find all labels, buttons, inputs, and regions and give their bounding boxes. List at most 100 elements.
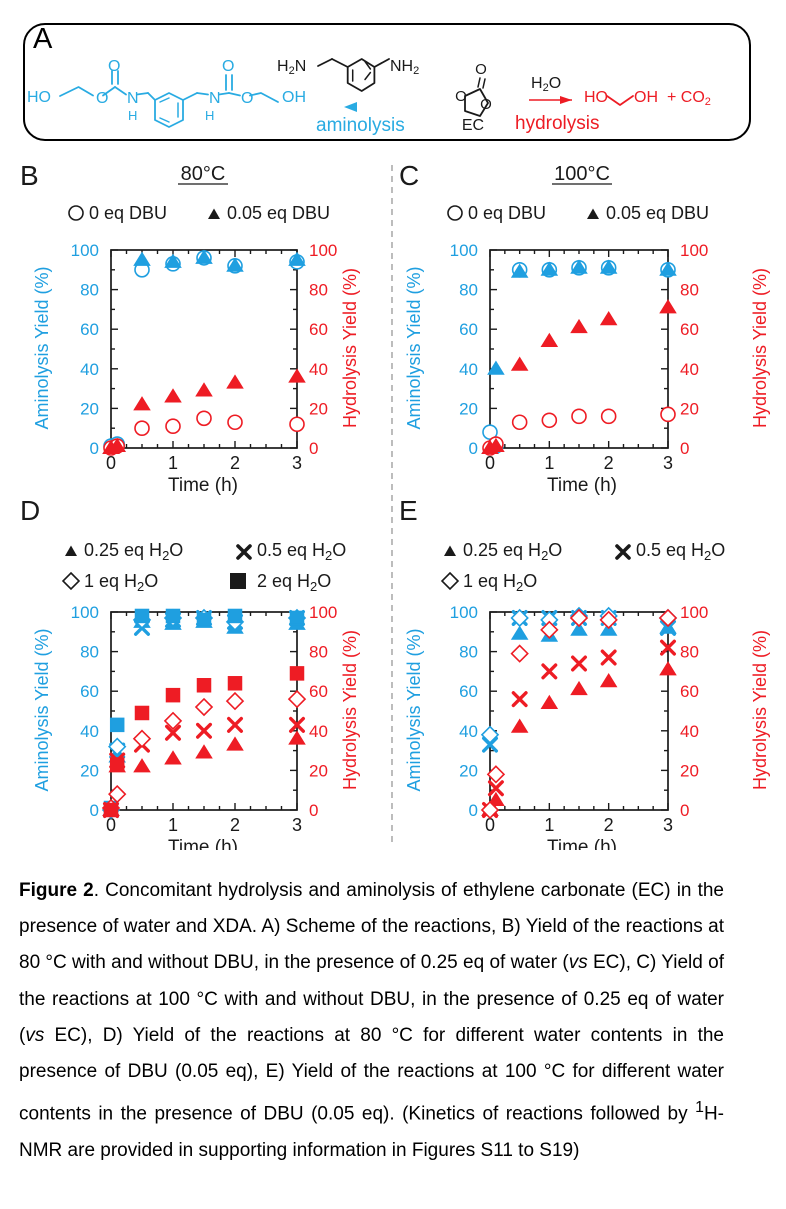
svg-text:Hydrolysis Yield (%): Hydrolysis Yield (%) <box>340 268 360 428</box>
svg-text:HO: HO <box>27 89 51 106</box>
svg-text:0.5 eq H2O: 0.5 eq H2O <box>636 540 725 563</box>
svg-text:40: 40 <box>459 360 478 379</box>
svg-text:40: 40 <box>459 722 478 741</box>
svg-text:0: 0 <box>309 801 318 820</box>
svg-text:0 eq DBU: 0 eq DBU <box>89 203 167 223</box>
svg-text:3: 3 <box>663 815 673 835</box>
svg-text:Aminolysis Yield (%): Aminolysis Yield (%) <box>404 266 424 429</box>
svg-text:EC: EC <box>462 117 484 134</box>
svg-text:hydrolysis: hydrolysis <box>515 113 599 134</box>
svg-text:80: 80 <box>680 643 699 662</box>
svg-text:20: 20 <box>459 761 478 780</box>
svg-text:OH: OH <box>634 89 658 106</box>
svg-text:40: 40 <box>80 722 99 741</box>
svg-text:Hydrolysis Yield (%): Hydrolysis Yield (%) <box>750 268 770 428</box>
svg-text:20: 20 <box>80 399 99 418</box>
svg-text:100: 100 <box>71 603 99 622</box>
svg-text:OH: OH <box>282 89 306 106</box>
svg-text:Time (h): Time (h) <box>547 837 617 850</box>
svg-text:Hydrolysis Yield (%): Hydrolysis Yield (%) <box>750 630 770 790</box>
svg-text:+ CO2: + CO2 <box>667 89 711 108</box>
svg-text:80: 80 <box>459 281 478 300</box>
svg-text:O: O <box>480 96 492 113</box>
svg-text:20: 20 <box>80 761 99 780</box>
svg-text:NH2: NH2 <box>390 58 419 77</box>
svg-text:60: 60 <box>459 320 478 339</box>
svg-text:100: 100 <box>680 603 708 622</box>
svg-text:0: 0 <box>680 801 689 820</box>
svg-text:H2O: H2O <box>531 75 561 94</box>
svg-text:80: 80 <box>309 281 328 300</box>
svg-text:0: 0 <box>680 439 689 458</box>
svg-text:0: 0 <box>485 453 495 473</box>
svg-text:3: 3 <box>292 453 302 473</box>
svg-text:20: 20 <box>309 399 328 418</box>
svg-text:80: 80 <box>680 281 699 300</box>
svg-text:100: 100 <box>309 603 337 622</box>
svg-text:80: 80 <box>459 643 478 662</box>
svg-text:60: 60 <box>459 682 478 701</box>
svg-text:2: 2 <box>230 453 240 473</box>
svg-text:100: 100 <box>450 241 478 260</box>
svg-text:100: 100 <box>71 241 99 260</box>
svg-text:Aminolysis Yield (%): Aminolysis Yield (%) <box>404 628 424 791</box>
svg-text:40: 40 <box>309 722 328 741</box>
svg-text:Time (h): Time (h) <box>547 475 617 496</box>
svg-text:Time (h): Time (h) <box>168 837 238 850</box>
svg-text:2: 2 <box>604 453 614 473</box>
svg-text:Aminolysis Yield (%): Aminolysis Yield (%) <box>32 266 52 429</box>
svg-text:1: 1 <box>544 815 554 835</box>
svg-text:Time (h): Time (h) <box>168 475 238 496</box>
svg-text:aminolysis: aminolysis <box>316 115 405 136</box>
svg-text:1 eq H2O: 1 eq H2O <box>463 571 537 594</box>
svg-text:100: 100 <box>680 241 708 260</box>
svg-text:O: O <box>241 90 253 107</box>
svg-text:100: 100 <box>309 241 337 260</box>
svg-text:60: 60 <box>309 320 328 339</box>
svg-text:0: 0 <box>469 439 478 458</box>
svg-text:40: 40 <box>80 360 99 379</box>
svg-text:0: 0 <box>309 439 318 458</box>
svg-text:0.05 eq DBU: 0.05 eq DBU <box>227 203 330 223</box>
svg-text:0: 0 <box>469 801 478 820</box>
svg-text:0: 0 <box>90 439 99 458</box>
svg-text:1 eq H2O: 1 eq H2O <box>84 571 158 594</box>
svg-text:O: O <box>455 88 467 105</box>
svg-text:Hydrolysis Yield (%): Hydrolysis Yield (%) <box>340 630 360 790</box>
svg-text:20: 20 <box>309 761 328 780</box>
svg-text:1: 1 <box>544 453 554 473</box>
svg-text:60: 60 <box>680 682 699 701</box>
svg-text:E: E <box>399 495 418 526</box>
svg-text:Aminolysis Yield (%): Aminolysis Yield (%) <box>32 628 52 791</box>
svg-text:0: 0 <box>106 453 116 473</box>
svg-text:20: 20 <box>459 399 478 418</box>
svg-text:3: 3 <box>292 815 302 835</box>
svg-text:0.5 eq H2O: 0.5 eq H2O <box>257 540 346 563</box>
svg-text:60: 60 <box>680 320 699 339</box>
svg-text:2 eq H2O: 2 eq H2O <box>257 571 331 594</box>
svg-text:O: O <box>96 90 108 107</box>
svg-text:1: 1 <box>168 815 178 835</box>
svg-text:0.25 eq H2O: 0.25 eq H2O <box>463 540 562 563</box>
svg-text:2: 2 <box>604 815 614 835</box>
svg-text:80: 80 <box>80 281 99 300</box>
svg-text:N: N <box>127 90 139 107</box>
svg-text:60: 60 <box>80 682 99 701</box>
svg-text:80: 80 <box>309 643 328 662</box>
svg-text:D: D <box>20 495 40 526</box>
svg-text:0 eq DBU: 0 eq DBU <box>468 203 546 223</box>
svg-text:O: O <box>222 58 234 75</box>
svg-text:HO: HO <box>584 89 608 106</box>
svg-text:H: H <box>128 108 137 123</box>
svg-text:H: H <box>205 108 214 123</box>
svg-text:100: 100 <box>450 603 478 622</box>
svg-text:B: B <box>20 160 39 191</box>
svg-text:40: 40 <box>309 360 328 379</box>
svg-text:100°C: 100°C <box>554 163 610 185</box>
svg-text:1: 1 <box>168 453 178 473</box>
svg-text:N: N <box>209 90 221 107</box>
svg-text:0.25 eq H2O: 0.25 eq H2O <box>84 540 183 563</box>
svg-text:80: 80 <box>80 643 99 662</box>
svg-text:0: 0 <box>90 801 99 820</box>
svg-text:0.05 eq DBU: 0.05 eq DBU <box>606 203 709 223</box>
